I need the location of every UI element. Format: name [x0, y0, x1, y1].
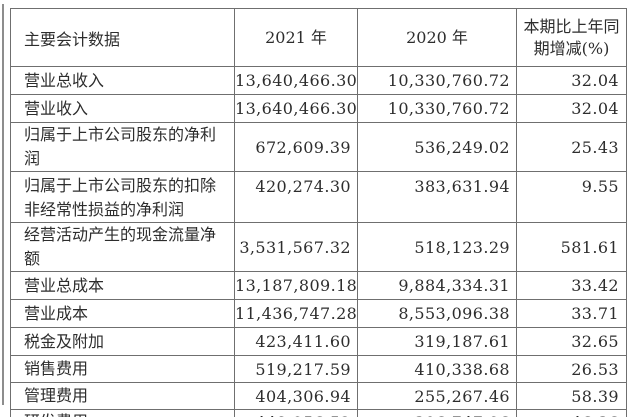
metric-label: 归属于上市公司股东的净利润: [10, 122, 235, 172]
metric-label: 营业成本: [10, 299, 235, 328]
value-2021: 13,187,809.18: [234, 271, 358, 300]
table-row: 经营活动产生的现金流量净额 3,531,567.32 518,123.29 58…: [10, 222, 627, 272]
financial-table: 主要会计数据 2021 年 2020 年 本期比上年同期增减(%) 营业总收入 …: [10, 8, 627, 417]
value-2021: 13,640,466.30: [234, 94, 358, 123]
value-2020: 8,553,096.38: [357, 299, 517, 328]
header-cell-change: 本期比上年同期增减(%): [516, 8, 627, 67]
metric-label: 营业收入: [10, 94, 235, 123]
value-2020: 536,249.02: [357, 122, 517, 172]
value-2020: 383,631.94: [357, 171, 517, 223]
table-header-row: 主要会计数据 2021 年 2020 年 本期比上年同期增减(%): [10, 8, 627, 67]
value-2021: 420,274.30: [234, 171, 358, 223]
value-2020: 410,338.68: [357, 355, 517, 383]
value-change: 32.04: [516, 94, 627, 123]
value-change: 25.43: [516, 122, 627, 172]
metric-label: 归属于上市公司股东的扣除非经常性损益的净利润: [10, 171, 235, 223]
value-2020: 10,330,760.72: [357, 66, 517, 95]
page-left-edge-divider: [2, 4, 4, 405]
value-2021: 11,436,747.28: [234, 299, 358, 328]
table-row: 管理费用 404,306.94 255,267.46 58.39: [10, 382, 627, 410]
metric-label: 销售费用: [10, 355, 235, 383]
table-row: 研发费用 448,956.52 306,747.96 46.36: [10, 409, 627, 417]
table-row: 归属于上市公司股东的扣除非经常性损益的净利润 420,274.30 383,63…: [10, 171, 627, 223]
value-2021: 423,411.60: [234, 327, 358, 356]
metric-label: 税金及附加: [10, 327, 235, 356]
metric-label: 研发费用: [10, 409, 235, 417]
table-row: 销售费用 519,217.59 410,338.68 26.53: [10, 355, 627, 383]
value-2020: 518,123.29: [357, 222, 517, 272]
value-2021: 519,217.59: [234, 355, 358, 383]
value-2021: 404,306.94: [234, 382, 358, 410]
value-change: 33.71: [516, 299, 627, 328]
value-change: 9.55: [516, 171, 627, 223]
value-2021: 448,956.52: [234, 409, 358, 417]
metric-label: 管理费用: [10, 382, 235, 410]
table-row: 税金及附加 423,411.60 319,187.61 32.65: [10, 327, 627, 356]
value-change: 26.53: [516, 355, 627, 383]
header-cell-metric: 主要会计数据: [10, 8, 235, 67]
table-row: 归属于上市公司股东的净利润 672,609.39 536,249.02 25.4…: [10, 122, 627, 172]
value-change: 32.04: [516, 66, 627, 95]
metric-label: 营业总成本: [10, 271, 235, 300]
table-row: 营业总成本 13,187,809.18 9,884,334.31 33.42: [10, 271, 627, 300]
value-2021: 13,640,466.30: [234, 66, 358, 95]
value-2020: 306,747.96: [357, 409, 517, 417]
table-row: 营业收入 13,640,466.30 10,330,760.72 32.04: [10, 94, 627, 123]
value-2020: 319,187.61: [357, 327, 517, 356]
header-cell-2021: 2021 年: [234, 8, 358, 67]
value-2021: 3,531,567.32: [234, 222, 358, 272]
metric-label: 经营活动产生的现金流量净额: [10, 222, 235, 272]
value-change: 32.65: [516, 327, 627, 356]
value-change: 581.61: [516, 222, 627, 272]
value-change: 58.39: [516, 382, 627, 410]
table-row: 营业总收入 13,640,466.30 10,330,760.72 32.04: [10, 66, 627, 95]
value-2020: 255,267.46: [357, 382, 517, 410]
value-2020: 10,330,760.72: [357, 94, 517, 123]
table-row: 营业成本 11,436,747.28 8,553,096.38 33.71: [10, 299, 627, 328]
value-change: 33.42: [516, 271, 627, 300]
value-2020: 9,884,334.31: [357, 271, 517, 300]
value-change: 46.36: [516, 409, 627, 417]
metric-label: 营业总收入: [10, 66, 235, 95]
value-2021: 672,609.39: [234, 122, 358, 172]
header-cell-2020: 2020 年: [357, 8, 517, 67]
